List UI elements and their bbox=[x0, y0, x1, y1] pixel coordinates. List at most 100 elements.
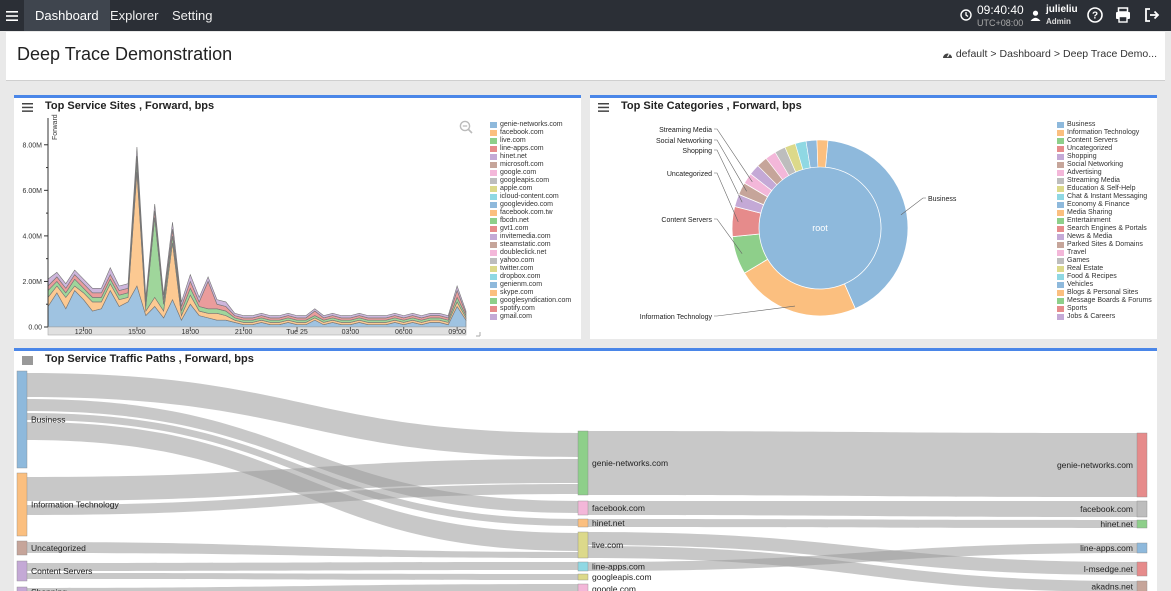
legend-item-shopping[interactable]: Shopping bbox=[1057, 153, 1152, 161]
legend-item-sports[interactable]: Sports bbox=[1057, 305, 1152, 313]
sankey-node-live-com[interactable] bbox=[577, 531, 589, 559]
legend-item-travel[interactable]: Travel bbox=[1057, 249, 1152, 257]
legend-item-streaming-media[interactable]: Streaming Media bbox=[1057, 177, 1152, 185]
legend-item-twitter-com[interactable]: twitter.com bbox=[490, 265, 571, 273]
legend-item-entertainment[interactable]: Entertainment bbox=[1057, 217, 1152, 225]
pie-slice-business[interactable] bbox=[825, 139, 909, 310]
sankey-link[interactable] bbox=[27, 484, 578, 515]
legend-item-food-recipes[interactable]: Food & Recipes bbox=[1057, 273, 1152, 281]
legend-item-skype-com[interactable]: skype.com bbox=[490, 289, 571, 297]
sankey-link[interactable] bbox=[27, 459, 578, 501]
legend-item-google-com[interactable]: google.com bbox=[490, 169, 571, 177]
legend-item-genie-networks-com[interactable]: genie-networks.com bbox=[490, 121, 571, 129]
tab-dashboard[interactable]: Dashboard bbox=[24, 0, 110, 31]
legend-item-line-apps-com[interactable]: line-apps.com bbox=[490, 145, 571, 153]
sankey-node-genie-networks-com[interactable] bbox=[1136, 432, 1148, 498]
zoom-out-icon[interactable] bbox=[459, 120, 473, 134]
legend-item-business[interactable]: Business bbox=[1057, 121, 1152, 129]
legend-item-chat-instant-messaging[interactable]: Chat & Instant Messaging bbox=[1057, 193, 1152, 201]
sankey-link[interactable] bbox=[588, 546, 1137, 591]
legend-item-gmail-com[interactable]: gmail.com bbox=[490, 313, 571, 321]
legend-item-live-com[interactable]: live.com bbox=[490, 137, 571, 145]
pie-center-root[interactable] bbox=[759, 167, 881, 289]
sankey-link[interactable] bbox=[588, 543, 1137, 571]
legend-item-education-self-help[interactable]: Education & Self-Help bbox=[1057, 185, 1152, 193]
panel-menu-icon[interactable] bbox=[22, 103, 33, 112]
legend-item-invitemedia-com[interactable]: invitemedia.com bbox=[490, 233, 571, 241]
legend-item-dropbox-com[interactable]: dropbox.com bbox=[490, 273, 571, 281]
sankey-node-shopping[interactable] bbox=[16, 586, 28, 591]
legend-item-gvt1-com[interactable]: gvt1.com bbox=[490, 225, 571, 233]
legend-item-spotify-com[interactable]: spotify.com bbox=[490, 305, 571, 313]
legend-item-steamstatic-com[interactable]: steamstatic.com bbox=[490, 241, 571, 249]
legend-item-message-boards-forums[interactable]: Message Boards & Forums bbox=[1057, 297, 1152, 305]
resize-handle-icon[interactable] bbox=[476, 332, 481, 337]
legend-item-parked-sites-domains[interactable]: Parked Sites & Domains bbox=[1057, 241, 1152, 249]
legend-item-hinet-net[interactable]: hinet.net bbox=[490, 153, 571, 161]
sankey-node-line-apps-com[interactable] bbox=[1136, 542, 1148, 554]
legend-item-search-engines-portals[interactable]: Search Engines & Portals bbox=[1057, 225, 1152, 233]
sankey-node-content-servers[interactable] bbox=[16, 560, 28, 582]
sankey-link[interactable] bbox=[27, 373, 578, 457]
legend-item-googlevideo-com[interactable]: googlevideo.com bbox=[490, 201, 571, 209]
sankey-node-facebook-com[interactable] bbox=[1136, 500, 1148, 518]
user-menu[interactable]: julieliu Admin bbox=[1030, 3, 1086, 29]
sankey-node-facebook-com[interactable] bbox=[577, 500, 589, 516]
legend-item-media-sharing[interactable]: Media Sharing bbox=[1057, 209, 1152, 217]
panel-menu-icon[interactable] bbox=[22, 356, 33, 365]
sankey-node-googleapis-com[interactable] bbox=[577, 573, 589, 581]
legend-item-news-media[interactable]: News & Media bbox=[1057, 233, 1152, 241]
legend-item-vehicles[interactable]: Vehicles bbox=[1057, 281, 1152, 289]
panel-menu-icon[interactable] bbox=[598, 103, 609, 112]
legend-item-facebook-com[interactable]: facebook.com bbox=[490, 129, 571, 137]
legend-item-fbcdn-net[interactable]: fbcdn.net bbox=[490, 217, 571, 225]
sankey-node-l-msedge-net[interactable] bbox=[1136, 561, 1148, 577]
legend-item-information-technology[interactable]: Information Technology bbox=[1057, 129, 1152, 137]
breadcrumb-item-dashboard[interactable]: Dashboard bbox=[999, 48, 1051, 60]
sankey-node-genie-networks-com[interactable] bbox=[577, 430, 589, 496]
sankey-link[interactable] bbox=[588, 501, 1137, 517]
hamburger-menu-icon[interactable] bbox=[0, 0, 24, 31]
breadcrumb-item-default[interactable]: default bbox=[955, 48, 988, 60]
sankey-node-information-technology[interactable] bbox=[16, 472, 28, 537]
legend-item-advertising[interactable]: Advertising bbox=[1057, 169, 1152, 177]
legend-item-apple-com[interactable]: apple.com bbox=[490, 185, 571, 193]
legend-item-games[interactable]: Games bbox=[1057, 257, 1152, 265]
sankey-node-business[interactable] bbox=[16, 370, 28, 469]
sankey-link[interactable] bbox=[27, 573, 578, 580]
legend-item-facebook-com-tw[interactable]: facebook.com.tw bbox=[490, 209, 571, 217]
sankey-link[interactable] bbox=[27, 562, 578, 571]
legend-item-googleapis-com[interactable]: googleapis.com bbox=[490, 177, 571, 185]
tab-setting[interactable]: Setting bbox=[172, 8, 213, 23]
sankey-node-uncategorized[interactable] bbox=[16, 540, 28, 556]
legend-item-yahoo-com[interactable]: yahoo.com bbox=[490, 257, 571, 265]
sankey-link[interactable] bbox=[27, 542, 578, 558]
legend-item-blogs-personal-sites[interactable]: Blogs & Personal Sites bbox=[1057, 289, 1152, 297]
legend-item-real-estate[interactable]: Real Estate bbox=[1057, 265, 1152, 273]
legend-item-microsoft-com[interactable]: microsoft.com bbox=[490, 161, 571, 169]
legend-item-economy-finance[interactable]: Economy & Finance bbox=[1057, 201, 1152, 209]
print-icon[interactable] bbox=[1114, 6, 1132, 24]
legend-item-doubleclick-net[interactable]: doubleclick.net bbox=[490, 249, 571, 257]
area-series-hinet-net[interactable] bbox=[47, 147, 467, 319]
sankey-link[interactable] bbox=[588, 431, 1137, 497]
legend-item-jobs-careers[interactable]: Jobs & Careers bbox=[1057, 313, 1152, 321]
sankey-link[interactable] bbox=[588, 519, 1137, 528]
help-icon[interactable]: ? bbox=[1086, 6, 1104, 24]
sankey-node-google-com[interactable] bbox=[577, 583, 589, 591]
legend-item-uncategorized[interactable]: Uncategorized bbox=[1057, 145, 1152, 153]
legend-item-icloud-content-com[interactable]: icloud-content.com bbox=[490, 193, 571, 201]
sankey-link[interactable] bbox=[27, 584, 578, 591]
legend-item-googlesyndication-com[interactable]: googlesyndication.com bbox=[490, 297, 571, 305]
tab-explorer[interactable]: Explorer bbox=[110, 8, 159, 23]
sankey-node-hinet-net[interactable] bbox=[577, 518, 589, 528]
sankey-node-hinet-net[interactable] bbox=[1136, 519, 1148, 529]
pie-slice-other[interactable] bbox=[816, 139, 829, 168]
sankey-link[interactable] bbox=[27, 399, 578, 513]
sankey-node-akadns-net[interactable] bbox=[1136, 580, 1148, 591]
legend-item-content-servers[interactable]: Content Servers bbox=[1057, 137, 1152, 145]
legend-item-genienm-com[interactable]: genienm.com bbox=[490, 281, 571, 289]
sankey-node-line-apps-com[interactable] bbox=[577, 561, 589, 572]
legend-item-social-networking[interactable]: Social Networking bbox=[1057, 161, 1152, 169]
logout-icon[interactable] bbox=[1143, 6, 1161, 24]
